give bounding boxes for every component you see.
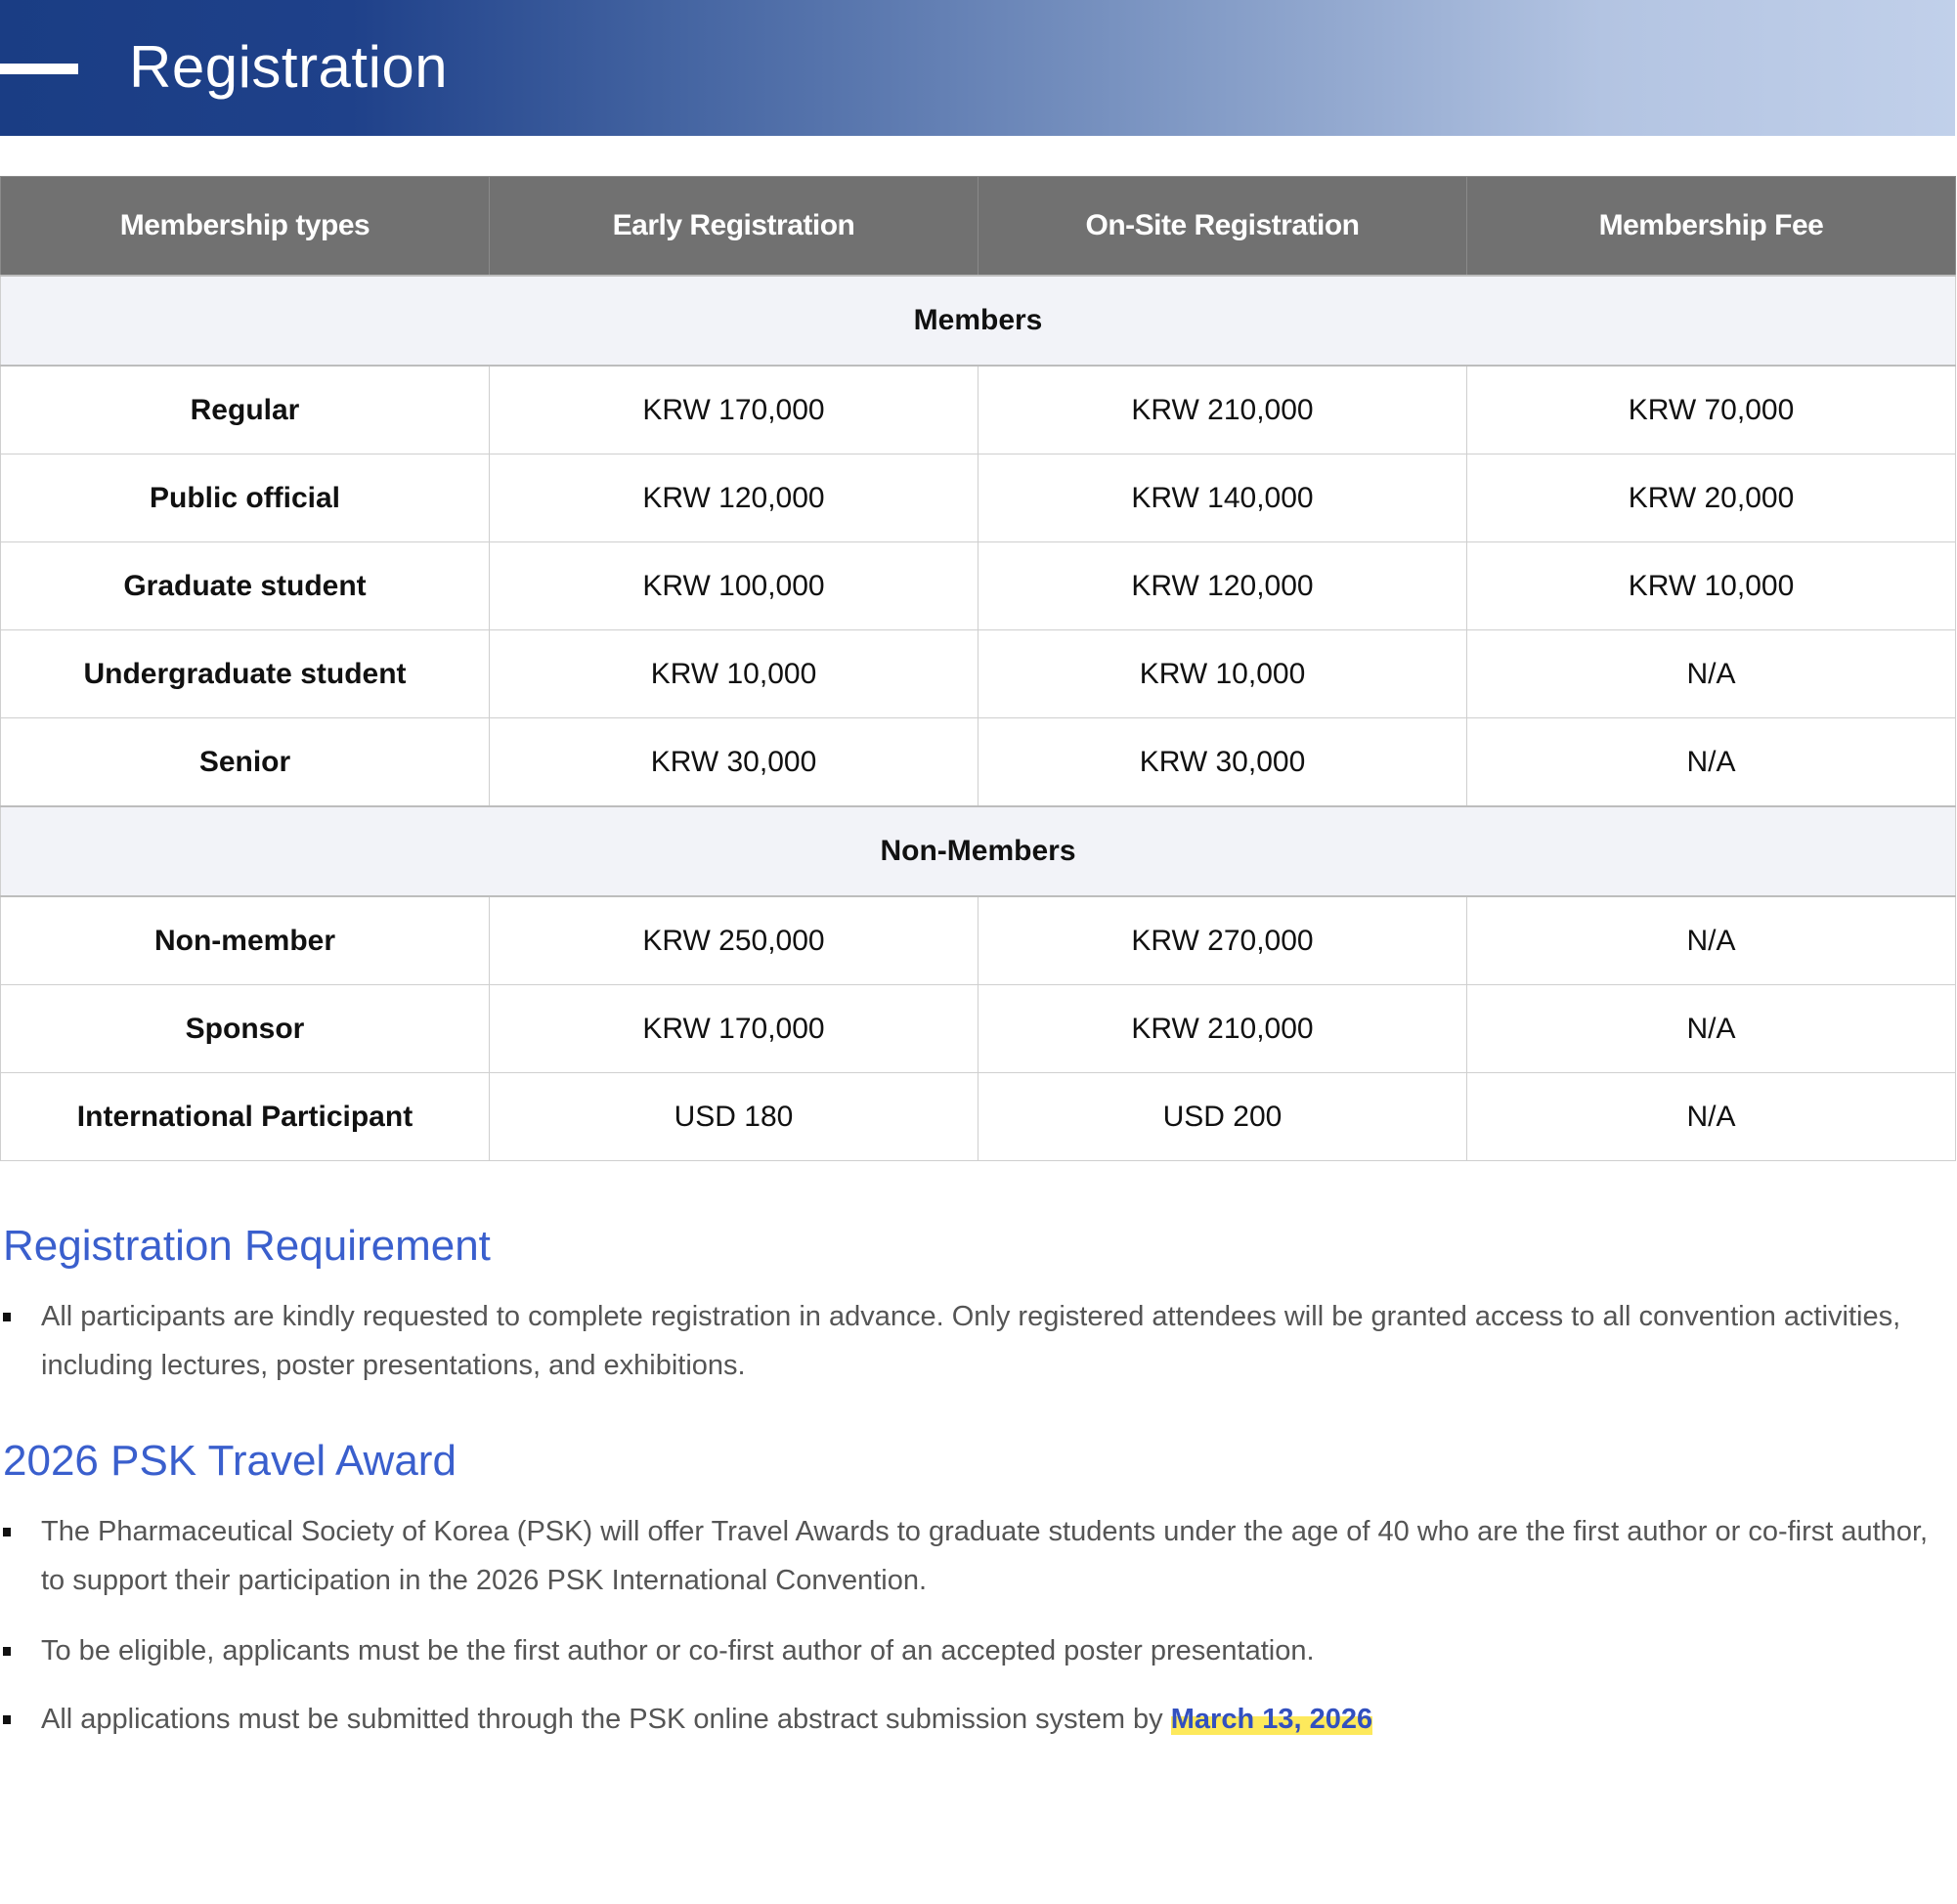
membership-type-cell: Non-member [0, 895, 490, 985]
table-row: Graduate student KRW 100,000 KRW 120,000 KR… [0, 541, 1956, 630]
membership-type-cell: International Participant [0, 1072, 490, 1161]
section-title: Members [0, 275, 1956, 367]
fee-cell: N/A [1466, 895, 1956, 985]
registration-fee-table: Membership types Early Registration On-S… [0, 176, 1956, 1161]
column-header: Membership Fee [1466, 176, 1956, 277]
fee-cell: KRW 170,000 [489, 365, 978, 454]
table-row: Undergraduate student KRW 10,000 KRW 10,00… [0, 629, 1956, 718]
column-header: Membership types [0, 176, 490, 277]
fee-cell: KRW 120,000 [978, 541, 1467, 630]
fee-cell: KRW 30,000 [489, 717, 978, 807]
fee-cell: KRW 270,000 [978, 895, 1467, 985]
column-header: On-Site Registration [978, 176, 1467, 277]
registration-requirement-heading: Registration Requirement [3, 1222, 491, 1270]
table-row: International Participant USD 180 USD 200 N… [0, 1072, 1956, 1161]
travel-award-list: The Pharmaceutical Society of Korea (PSK… [0, 1507, 1955, 1744]
table-row: Non-member KRW 250,000 KRW 270,000 N/A [0, 895, 1956, 985]
title-dash-decoration [0, 64, 78, 74]
requirement-list: All participants are kindly requested to… [0, 1292, 1955, 1390]
membership-type-cell: Public official [0, 454, 490, 542]
fee-cell: KRW 70,000 [1466, 365, 1956, 454]
fee-cell: KRW 10,000 [1466, 541, 1956, 630]
info-content: Registration Requirement All participant… [0, 1222, 1955, 1744]
fee-cell: KRW 140,000 [978, 454, 1467, 542]
fee-cell: KRW 170,000 [489, 984, 978, 1073]
fee-cell: N/A [1466, 629, 1956, 718]
fee-cell: KRW 250,000 [489, 895, 978, 985]
fee-cell: KRW 210,000 [978, 365, 1467, 454]
list-item: The Pharmaceutical Society of Korea (PSK… [0, 1507, 1955, 1605]
list-item: To be eligible, applicants must be the f… [0, 1626, 1955, 1675]
membership-type-cell: Sponsor [0, 984, 490, 1073]
table-row: Public official KRW 120,000 KRW 140,000 KRW… [0, 454, 1956, 542]
list-item: All participants are kindly requested to… [0, 1292, 1955, 1390]
fee-cell: KRW 10,000 [489, 629, 978, 718]
membership-type-cell: Regular [0, 365, 490, 454]
table-row: Regular KRW 170,000 KRW 210,000 KRW 70,000 [0, 365, 1956, 454]
table-header-row: Membership types Early Registration On-S… [0, 176, 1956, 277]
membership-type-cell: Graduate student [0, 541, 490, 630]
table-row: Sponsor KRW 170,000 KRW 210,000 N/A [0, 984, 1956, 1073]
list-item: All applications must be submitted throu… [0, 1695, 1955, 1744]
fee-cell: USD 180 [489, 1072, 978, 1161]
fee-cell: KRW 10,000 [978, 629, 1467, 718]
list-item-text: All applications must be submitted throu… [41, 1704, 1163, 1735]
column-header: Early Registration [489, 176, 978, 277]
table-row: Senior KRW 30,000 KRW 30,000 N/A [0, 717, 1956, 807]
fee-cell: N/A [1466, 717, 1956, 807]
fee-cell: KRW 30,000 [978, 717, 1467, 807]
fee-cell: KRW 100,000 [489, 541, 978, 630]
deadline-highlight: March 13, 2026 [1170, 1704, 1373, 1735]
page-title: Registration [129, 34, 449, 100]
section-row: Non-Members [0, 805, 1956, 897]
fee-cell: KRW 20,000 [1466, 454, 1956, 542]
membership-type-cell: Undergraduate student [0, 629, 490, 718]
fee-cell: USD 200 [978, 1072, 1467, 1161]
section-title: Non-Members [0, 805, 1956, 897]
fee-cell: N/A [1466, 984, 1956, 1073]
travel-award-heading: 2026 PSK Travel Award [3, 1437, 457, 1485]
page-banner: Registration [0, 0, 1955, 136]
fee-cell: N/A [1466, 1072, 1956, 1161]
membership-type-cell: Senior [0, 717, 490, 807]
section-row: Members [0, 275, 1956, 367]
fee-cell: KRW 210,000 [978, 984, 1467, 1073]
fee-cell: KRW 120,000 [489, 454, 978, 542]
